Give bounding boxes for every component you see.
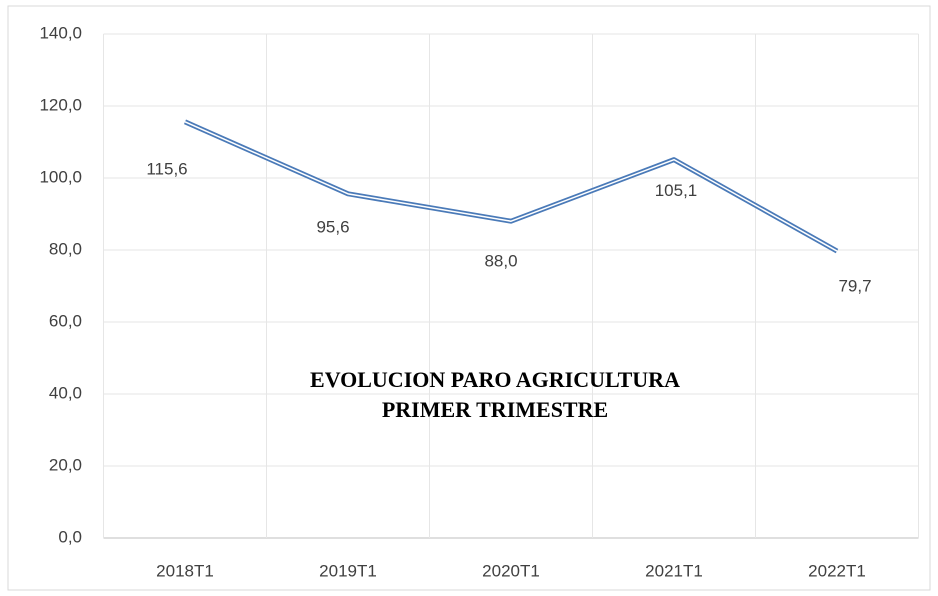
chart-frame — [7, 5, 931, 591]
x-tick-label: 2018T1 — [156, 561, 214, 580]
data-label: 79,7 — [838, 277, 871, 296]
chart-title: EVOLUCION PARO AGRICULTURA — [310, 367, 680, 392]
data-label: 95,6 — [316, 217, 349, 236]
y-tick-label: 60,0 — [49, 311, 82, 330]
y-tick-label: 140,0 — [39, 23, 82, 42]
x-tick-label: 2020T1 — [482, 561, 540, 580]
y-tick-label: 80,0 — [49, 239, 82, 258]
y-tick-label: 0,0 — [58, 527, 82, 546]
x-tick-label: 2019T1 — [319, 561, 377, 580]
data-label: 115,6 — [146, 159, 187, 178]
data-label: 88,0 — [484, 252, 517, 271]
x-tick-label: 2021T1 — [645, 561, 703, 580]
y-tick-label: 100,0 — [39, 167, 82, 186]
series-line-inner — [184, 121, 838, 252]
y-tick-label: 20,0 — [49, 455, 82, 474]
y-tick-label: 40,0 — [49, 383, 82, 402]
x-tick-label: 2022T1 — [808, 561, 866, 580]
data-label: 105,1 — [655, 181, 698, 200]
y-tick-label: 120,0 — [39, 95, 82, 114]
chart-title: PRIMER TRIMESTRE — [382, 397, 608, 422]
